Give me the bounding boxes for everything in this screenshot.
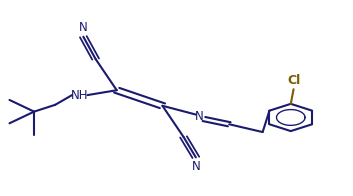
Text: N: N <box>79 21 88 34</box>
Text: Cl: Cl <box>287 74 300 87</box>
Text: N: N <box>191 160 200 173</box>
Text: N: N <box>195 110 204 123</box>
Text: NH: NH <box>71 89 89 102</box>
